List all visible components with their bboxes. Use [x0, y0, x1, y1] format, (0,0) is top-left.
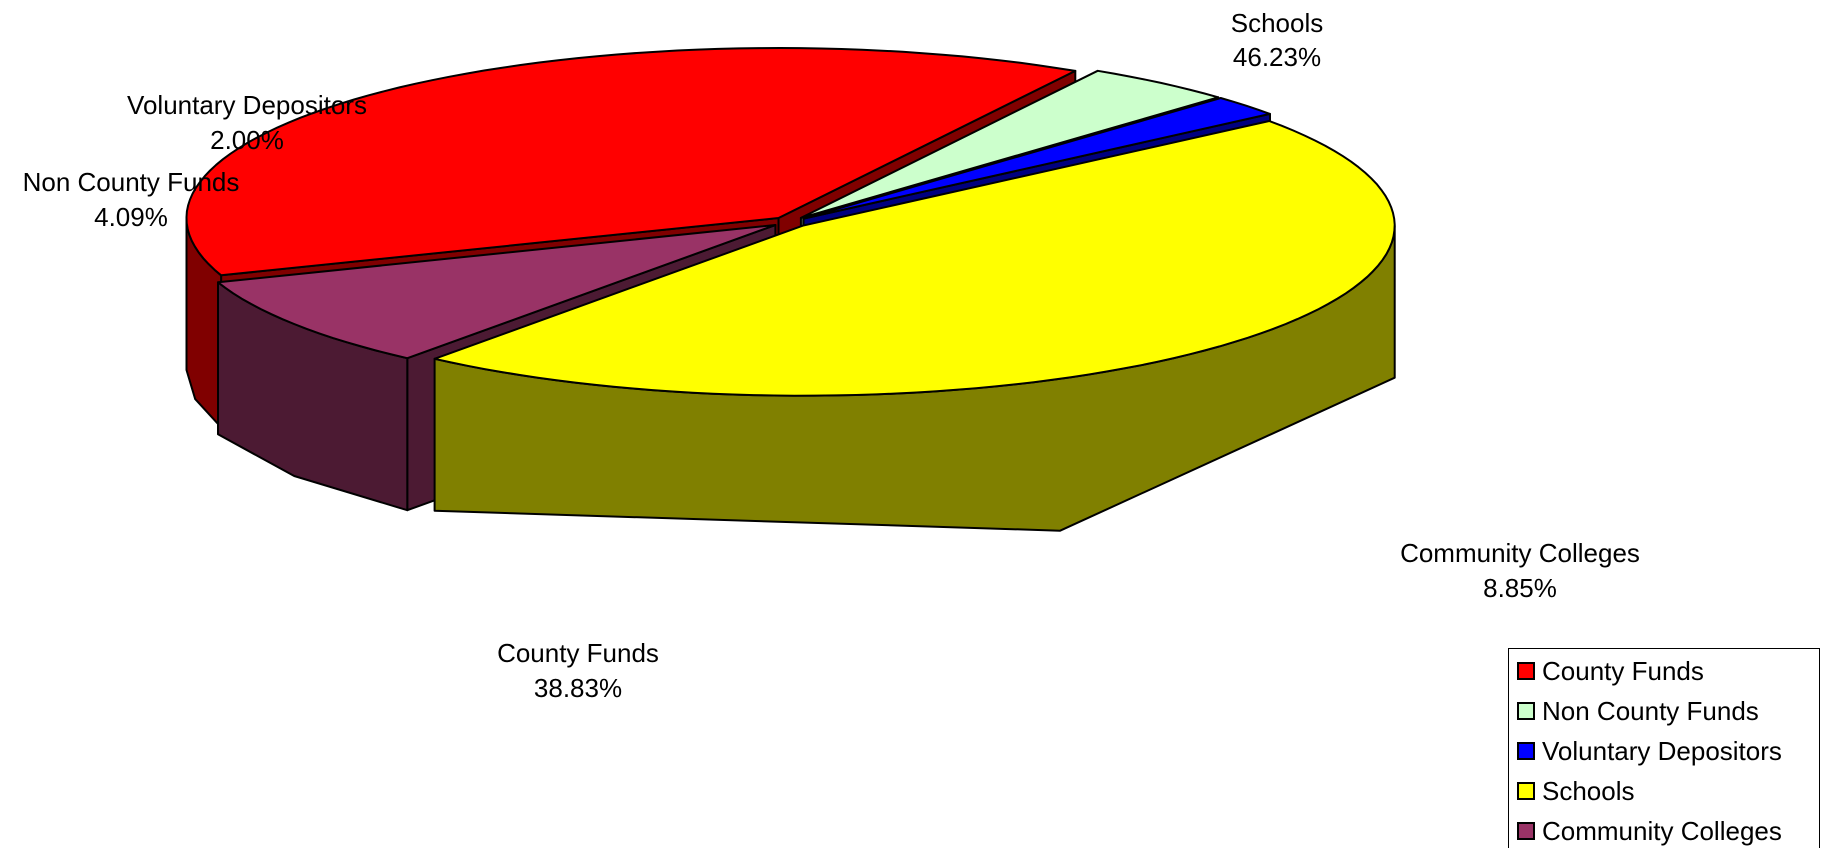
- legend-label: Voluntary Depositors: [1542, 735, 1782, 766]
- slice-label-name-non-county-funds: Non County Funds: [23, 167, 240, 197]
- legend-swatch: [1517, 702, 1535, 720]
- legend-item: Community Colleges: [1517, 816, 1782, 846]
- slice-label-name-community-colleges: Community Colleges: [1400, 538, 1640, 568]
- slice-label-value-schools: 46.23%: [1233, 42, 1321, 72]
- slice-label-value-non-county-funds: 4.09%: [94, 202, 168, 232]
- slice-community-colleges: [217, 224, 777, 360]
- legend-item: Voluntary Depositors: [1517, 736, 1782, 766]
- slice-schools: [433, 120, 1396, 397]
- legend-label: Schools: [1542, 775, 1635, 806]
- slice-voluntary-depositors: [802, 97, 1271, 220]
- slice-label-value-community-colleges: 8.85%: [1483, 573, 1557, 603]
- legend-label: Non County Funds: [1542, 695, 1759, 726]
- legend-swatch: [1517, 782, 1535, 800]
- slice-label-name-voluntary-depositors: Voluntary Depositors: [127, 90, 367, 120]
- slice-label-name-county-funds: County Funds: [497, 638, 659, 668]
- slice-label-name-schools: Schools: [1231, 8, 1324, 38]
- slice-label-value-county-funds: 38.83%: [534, 673, 622, 703]
- legend-swatch: [1517, 742, 1535, 760]
- legend-item: County Funds: [1517, 656, 1704, 686]
- legend-label: County Funds: [1542, 655, 1704, 686]
- legend-swatch: [1517, 662, 1535, 680]
- slice-label-value-voluntary-depositors: 2.00%: [210, 125, 284, 155]
- legend-item: Schools: [1517, 776, 1635, 806]
- legend-item: Non County Funds: [1517, 696, 1759, 726]
- legend-swatch: [1517, 822, 1535, 840]
- legend-label: Community Colleges: [1542, 815, 1782, 846]
- slice-county-funds: [185, 47, 1077, 277]
- chart-legend: County Funds Non County Funds Voluntary …: [1508, 648, 1820, 848]
- pie-tops: [185, 47, 1396, 397]
- slice-non-county-funds: [799, 69, 1220, 219]
